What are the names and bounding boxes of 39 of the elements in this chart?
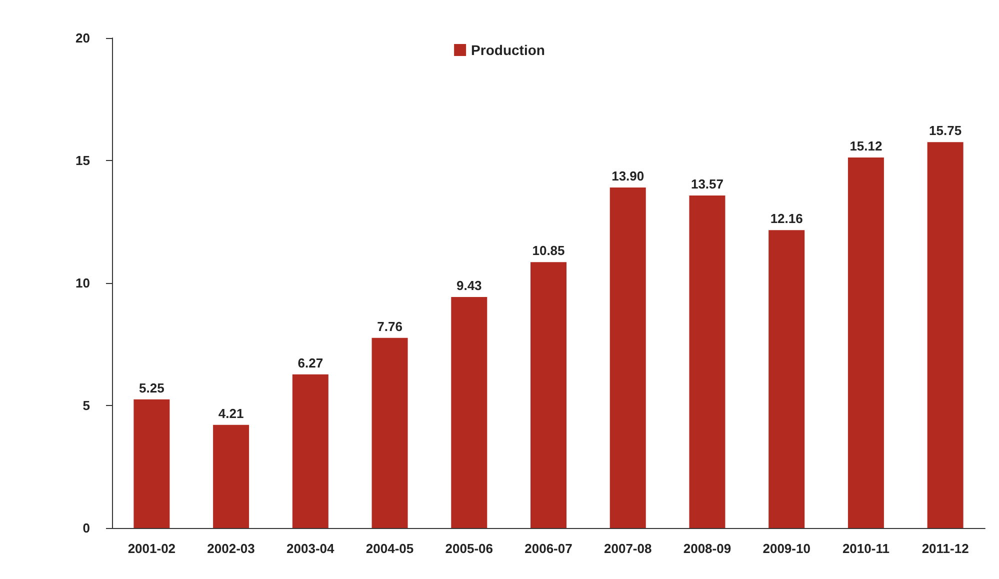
x-tick-label: 2006-07 xyxy=(524,541,572,556)
data-label: 13.57 xyxy=(690,176,724,192)
legend-label: Production xyxy=(471,42,545,58)
x-tick-label: 2007-08 xyxy=(604,541,652,556)
y-tick-label: 15 xyxy=(76,153,90,168)
bar xyxy=(213,424,250,528)
bar xyxy=(610,187,646,528)
x-tick-label: 2004-05 xyxy=(366,541,414,556)
data-label: 10.85 xyxy=(532,243,565,258)
x-tick-label: 2002-03 xyxy=(207,541,255,556)
bar xyxy=(689,196,726,528)
bar xyxy=(848,158,884,528)
y-tick-label: 10 xyxy=(76,276,90,290)
y-tick-label: 5 xyxy=(82,398,90,413)
data-label: 13.90 xyxy=(612,168,644,184)
bar xyxy=(530,262,566,528)
data-label: 12.16 xyxy=(770,211,803,226)
x-tick-label: 2009-10 xyxy=(762,541,810,556)
x-tick-label: 2003-04 xyxy=(286,541,336,556)
data-label: 9.43 xyxy=(456,278,482,293)
data-label: 15.75 xyxy=(929,123,962,138)
bar xyxy=(134,399,170,528)
bar xyxy=(451,296,488,528)
y-tick-label: 20 xyxy=(76,30,90,46)
x-tick-label: 2005-06 xyxy=(445,541,493,556)
bar xyxy=(372,338,408,528)
data-label: 5.25 xyxy=(139,380,164,396)
x-tick-label: 2001-02 xyxy=(128,541,176,556)
data-label: 15.12 xyxy=(850,138,882,154)
x-tick-label: 2011-12 xyxy=(922,541,969,556)
data-label: 4.21 xyxy=(218,406,244,421)
y-tick-label: 0 xyxy=(82,520,90,536)
x-tick-label: 2010-11 xyxy=(842,541,890,556)
bar xyxy=(292,374,328,528)
data-label: 7.76 xyxy=(377,318,402,334)
x-tick-label: 2008-09 xyxy=(683,541,732,556)
bar xyxy=(927,142,964,528)
data-label: 6.27 xyxy=(298,355,324,370)
bar xyxy=(768,230,805,528)
